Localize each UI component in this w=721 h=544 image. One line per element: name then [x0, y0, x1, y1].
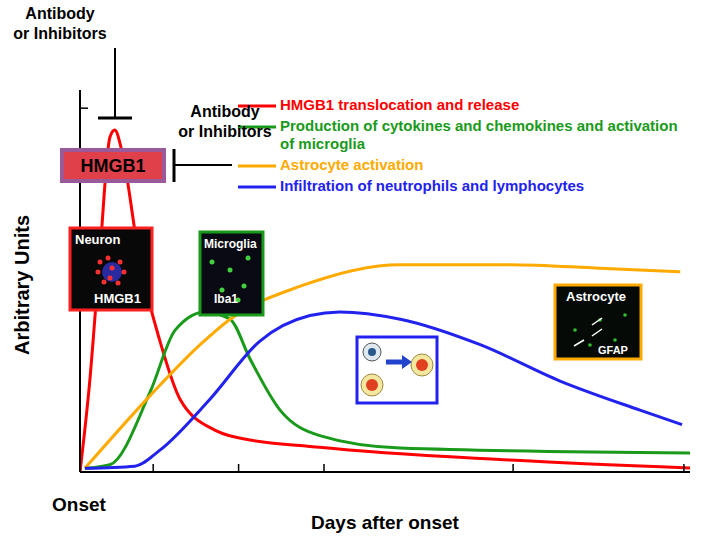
html-text:Production of cytokines and ch: Production of cytokines and chemokines a… [280, 117, 678, 152]
html-text:HMGB1 translocation and releas: HMGB1 translocation and release [280, 96, 520, 113]
svg-text:Microglia: Microglia [204, 237, 257, 251]
html-text:Astrocyte activation: Astrocyte activation [280, 156, 424, 173]
svg-text:Neuron: Neuron [75, 232, 121, 247]
svg-text:HMGB1: HMGB1 [94, 291, 141, 306]
html-text:Infiltration of neutrophils an: Infiltration of neutrophils and lymphocy… [280, 177, 585, 194]
svg-text:GFAP: GFAP [598, 344, 628, 356]
html-text:or Inhibitors: or Inhibitors [178, 123, 272, 140]
html-text:Antibody: Antibody [25, 5, 95, 22]
html-text:Days after onset: Days after onset [311, 512, 459, 533]
svg-text:Iba1: Iba1 [214, 292, 238, 306]
svg-text:Astrocyte: Astrocyte [566, 289, 626, 304]
html-text:Onset: Onset [52, 494, 106, 515]
html-text:or Inhibitors: or Inhibitors [13, 25, 107, 42]
svg-text:HMGB1: HMGB1 [80, 156, 145, 176]
html-text:Antibody: Antibody [190, 103, 260, 120]
html-text:Arbitrary Units: Arbitrary Units [10, 215, 33, 355]
